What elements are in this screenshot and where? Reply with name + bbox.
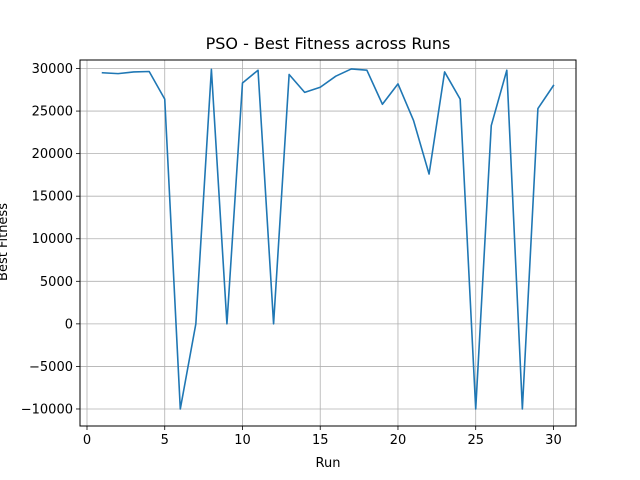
plot-area-frame: [79, 59, 577, 427]
series-layer: [101, 68, 555, 410]
y-tick-label: 10000: [32, 232, 73, 247]
series-line: [101, 68, 555, 410]
x-tick-label: 20: [390, 433, 407, 448]
x-tick-label: 5: [161, 433, 169, 448]
y-axis-label: Best Fitness: [0, 203, 11, 281]
x-axis-label: Run: [316, 456, 341, 471]
x-axis-ticks: 0 5 10 15 20 25 30: [83, 426, 562, 448]
y-tick-label: 25000: [32, 105, 73, 120]
x-tick-label: 30: [545, 433, 562, 448]
y-tick-label: −10000: [21, 402, 73, 417]
x-tick-label: 0: [83, 433, 91, 448]
y-tick-label: 20000: [32, 147, 73, 162]
y-tick-label: 0: [65, 317, 73, 332]
y-axis-ticks: −10000 −5000 0 5000 10000 15000 20000 25000 3000…: [21, 62, 80, 417]
grid-lines: [80, 60, 576, 426]
y-tick-label: 5000: [40, 275, 73, 290]
x-tick-label: 25: [467, 433, 484, 448]
y-tick-label: 30000: [32, 62, 73, 77]
x-tick-label: 10: [234, 433, 251, 448]
chart-title: PSO - Best Fitness across Runs: [206, 34, 451, 53]
x-tick-label: 15: [312, 433, 329, 448]
y-tick-label: 15000: [32, 190, 73, 205]
y-tick-label: −5000: [29, 360, 73, 375]
